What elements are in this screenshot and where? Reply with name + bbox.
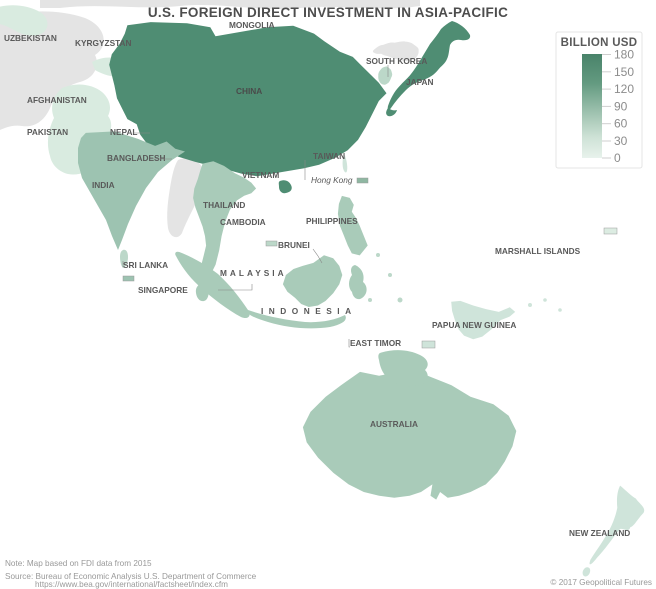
svg-text:NEPAL: NEPAL bbox=[110, 127, 138, 137]
svg-text:PHILIPPINES: PHILIPPINES bbox=[306, 216, 358, 226]
svg-text:Hong Kong: Hong Kong bbox=[311, 175, 353, 185]
svg-text:Note: Map based on FDI data fr: Note: Map based on FDI data from 2015 bbox=[5, 559, 152, 568]
svg-text:EAST TIMOR: EAST TIMOR bbox=[350, 338, 401, 348]
svg-text:PAPUA NEW GUINEA: PAPUA NEW GUINEA bbox=[432, 320, 516, 330]
svg-text:UZBEKISTAN: UZBEKISTAN bbox=[4, 33, 57, 43]
svg-text:150: 150 bbox=[614, 65, 634, 79]
svg-text:MARSHALL ISLANDS: MARSHALL ISLANDS bbox=[495, 246, 581, 256]
svg-text:AFGHANISTAN: AFGHANISTAN bbox=[27, 95, 87, 105]
svg-text:TAIWAN: TAIWAN bbox=[313, 151, 345, 161]
svg-text:KYRGYZSTAN: KYRGYZSTAN bbox=[75, 38, 132, 48]
svg-text:SINGAPORE: SINGAPORE bbox=[138, 285, 188, 295]
svg-text:© 2017 Geopolitical Futures: © 2017 Geopolitical Futures bbox=[550, 578, 652, 587]
svg-text:AUSTRALIA: AUSTRALIA bbox=[370, 419, 418, 429]
svg-text:30: 30 bbox=[614, 134, 628, 148]
svg-text:PAKISTAN: PAKISTAN bbox=[27, 127, 68, 137]
svg-text:INDIA: INDIA bbox=[92, 180, 115, 190]
svg-text:MALAYSIA: MALAYSIA bbox=[220, 268, 287, 278]
svg-text:90: 90 bbox=[614, 99, 628, 113]
svg-text:THAILAND: THAILAND bbox=[203, 200, 245, 210]
svg-text:BRUNEI: BRUNEI bbox=[278, 240, 310, 250]
svg-text:INDONESIA: INDONESIA bbox=[261, 306, 357, 316]
svg-text:VIETNAM: VIETNAM bbox=[242, 170, 279, 180]
svg-text:180: 180 bbox=[614, 48, 634, 62]
svg-text:120: 120 bbox=[614, 82, 634, 96]
svg-text:CAMBODIA: CAMBODIA bbox=[220, 217, 266, 227]
svg-text:SRI LANKA: SRI LANKA bbox=[123, 260, 168, 270]
svg-text:CHINA: CHINA bbox=[236, 86, 262, 96]
svg-text:0: 0 bbox=[614, 151, 621, 165]
svg-text:JAPAN: JAPAN bbox=[406, 77, 434, 87]
svg-text:BANGLADESH: BANGLADESH bbox=[107, 153, 166, 163]
svg-text:NEW ZEALAND: NEW ZEALAND bbox=[569, 528, 630, 538]
svg-text:SOUTH KOREA: SOUTH KOREA bbox=[366, 56, 427, 66]
svg-text:60: 60 bbox=[614, 117, 628, 131]
svg-text:https://www.bea.gov/internatio: https://www.bea.gov/international/factsh… bbox=[35, 580, 228, 589]
svg-text:MONGOLIA: MONGOLIA bbox=[229, 20, 275, 30]
